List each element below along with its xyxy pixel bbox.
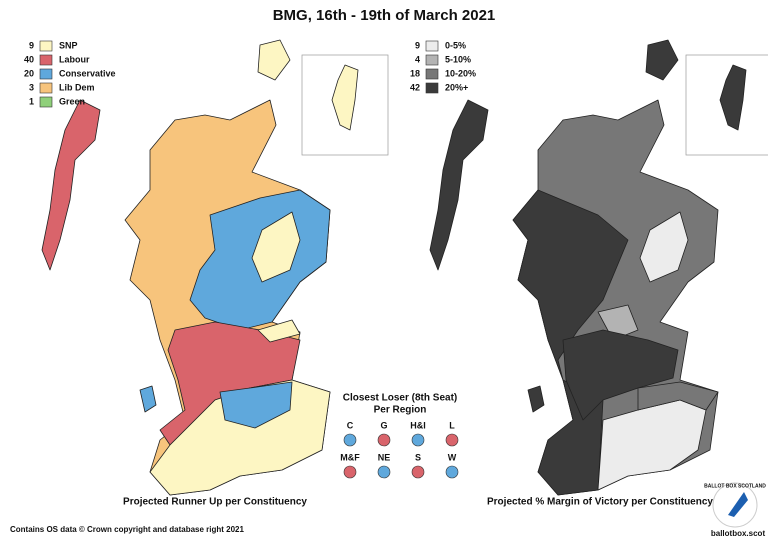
logo: BALLOT BOX SCOTLAND ballotbox.scot: [704, 482, 766, 538]
region-dot: [377, 465, 391, 479]
legend-swatch: [39, 96, 53, 108]
outer-hebrides: [41, 99, 101, 271]
region-dot: [343, 465, 357, 479]
region-dot: [411, 465, 425, 479]
legend-swatch: [425, 54, 439, 66]
legend-swatch: [425, 82, 439, 94]
legend-count: 3: [29, 82, 34, 92]
closest-loser-subtitle: Per Region: [374, 405, 427, 416]
title: BMG, 16th - 19th of March 2021: [273, 7, 496, 24]
region-label: S: [415, 452, 421, 462]
west-highlands: [512, 189, 629, 496]
region-label: W: [448, 452, 457, 462]
legend-count: 40: [24, 54, 34, 64]
region-dot: [411, 433, 425, 447]
logo-mark: [728, 492, 748, 517]
orkney: [257, 39, 291, 81]
arran: [139, 385, 157, 413]
fife: [257, 319, 301, 343]
legend-label: Green: [59, 96, 85, 106]
legend-count: 1: [29, 96, 34, 106]
left-caption: Projected Runner Up per Constituency: [123, 497, 307, 508]
right-caption: Projected % Margin of Victory per Consti…: [487, 497, 713, 508]
aberdeenshire: [251, 211, 301, 283]
legend-count: 20: [24, 68, 34, 78]
right-map: [429, 39, 768, 496]
logo-site: ballotbox.scot: [711, 529, 766, 538]
region-dot: [343, 433, 357, 447]
legend-count: 42: [410, 82, 420, 92]
orkney: [645, 39, 679, 81]
central-belt: [562, 329, 679, 421]
region-dot: [445, 433, 459, 447]
legend-label: 20%+: [445, 82, 468, 92]
legend-swatch: [425, 40, 439, 52]
shetland: [719, 64, 747, 131]
legend-swatch: [39, 54, 53, 66]
legend-swatch: [39, 82, 53, 94]
closest-loser-title: Closest Loser (8th Seat): [343, 393, 457, 404]
outer-hebrides: [429, 99, 489, 271]
region-dot: [377, 433, 391, 447]
legend-swatch: [39, 40, 53, 52]
region-label: C: [347, 420, 354, 430]
legend-label: 0-5%: [445, 40, 466, 50]
legend-count: 4: [415, 54, 420, 64]
legend-label: Conservative: [59, 68, 116, 78]
borders: [219, 381, 293, 429]
legend-label: 10-20%: [445, 68, 476, 78]
legend-count: 9: [29, 40, 34, 50]
legend-count: 18: [410, 68, 420, 78]
legend-label: Lib Dem: [59, 82, 95, 92]
legend-label: 5-10%: [445, 54, 471, 64]
legend-swatch: [425, 68, 439, 80]
logo-ring: [712, 482, 758, 528]
perth: [597, 304, 639, 341]
region-label: H&I: [410, 420, 426, 430]
legend-label: Labour: [59, 54, 90, 64]
shetland: [331, 64, 359, 131]
legend-count: 9: [415, 40, 420, 50]
legend-swatch: [39, 68, 53, 80]
region-dot: [445, 465, 459, 479]
region-label: NE: [378, 452, 391, 462]
legend-label: SNP: [59, 40, 78, 50]
arran: [527, 385, 545, 413]
overlay: 9 SNP 40 Labour 20 Conservative 3 Lib Dem 1 Green…: [24, 40, 476, 479]
footer: Contains OS data © Crown copyright and d…: [10, 525, 244, 534]
moray: [639, 211, 689, 283]
logo-ring-text: BALLOT BOX SCOTLAND: [704, 483, 766, 489]
region-label: L: [449, 420, 455, 430]
borders: [637, 381, 719, 411]
region-label: M&F: [340, 452, 360, 462]
region-label: G: [380, 420, 387, 430]
left-map: [41, 39, 389, 496]
